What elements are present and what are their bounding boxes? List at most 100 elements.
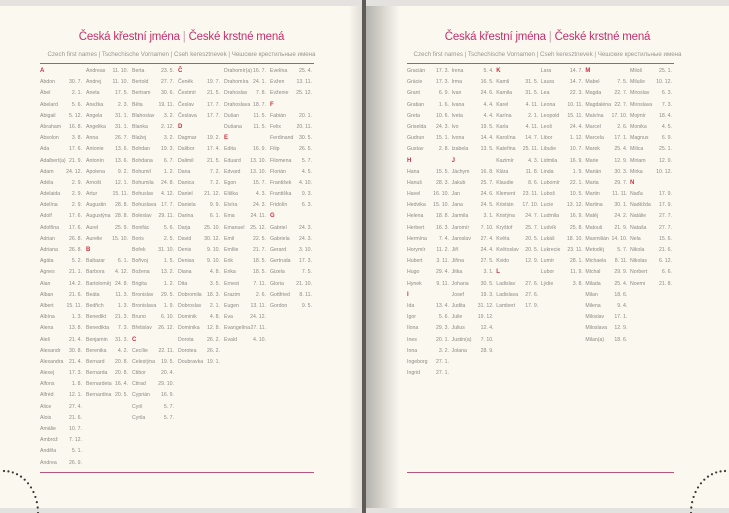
first-name: Boleslav: [132, 213, 152, 220]
first-name: Cyril: [132, 403, 143, 410]
name-day-date: 24. 8.: [115, 280, 128, 287]
first-name: Felix: [270, 123, 281, 130]
name-day-date: 28. 8.: [115, 213, 128, 220]
first-name: Gustav: [407, 146, 424, 153]
name-day-date: 4. 3.: [528, 157, 539, 164]
name-entry: Lumír 28. 1.: [541, 256, 585, 267]
name-day-date: 27. 7.: [659, 224, 672, 231]
first-name: Matěj: [585, 213, 599, 220]
name-day-date: 13. 12.: [566, 202, 583, 209]
name-day-date: 19. 3.: [161, 146, 174, 153]
name-entry: Dagmar 19. 2.: [178, 133, 222, 144]
name-day-date: 12. 9.: [525, 258, 539, 265]
first-name: Jitka: [451, 269, 463, 276]
name-day-date: 7. 10.: [480, 224, 494, 231]
name-day-date: 29. 7.: [614, 179, 628, 186]
name-day-date: 3. 2.: [438, 347, 449, 354]
name-entry: Grácie 17. 3.: [407, 77, 451, 88]
name-entry: Irena 5. 4.: [452, 66, 496, 77]
name-entry: Ludmila 16. 9.: [541, 211, 585, 222]
first-name: Bořivoj: [132, 258, 148, 265]
letter-heading: N: [630, 179, 635, 186]
first-name: Leoš: [540, 123, 553, 130]
name-day-date: 7. 11.: [253, 280, 266, 287]
name-day-date: 16. 8.: [480, 168, 494, 175]
name-entry: Nela 15. 6.: [630, 234, 674, 245]
first-name: Michal: [585, 269, 601, 276]
first-name: Ida: [407, 302, 415, 309]
arc-dot: [2, 469, 6, 473]
name-day-date: 12. 9.: [614, 325, 628, 332]
name-entry: Leona 10. 11.: [541, 100, 585, 111]
first-name: Andrea: [40, 459, 57, 466]
name-day-date: 10. 12.: [656, 79, 672, 86]
name-entry: Jan 24. 6.: [452, 189, 496, 200]
first-name: Josef: [451, 291, 464, 298]
first-name: Lumír: [540, 258, 555, 265]
name-entry: Květoslav 20. 5.: [496, 245, 540, 256]
arc-dot: [11, 471, 14, 474]
first-name: Bohuslav: [132, 191, 154, 198]
first-name: Edvard: [224, 168, 241, 175]
first-name: Jaroslav: [451, 235, 471, 242]
first-name: Alice: [40, 403, 52, 410]
first-name: Bohuslava: [132, 202, 157, 209]
name-day-date: 22. 3.: [569, 90, 583, 97]
first-name: Barbora: [86, 269, 105, 276]
first-name: Igor: [407, 314, 416, 321]
name-entry: Izabela 13. 5.: [452, 144, 496, 155]
name-entry: Baltazar 6. 1.: [86, 256, 130, 267]
first-name: Adam: [40, 168, 54, 175]
name-day-date: 26. 12.: [158, 325, 174, 332]
first-name: Jakub: [451, 179, 466, 186]
letter-heading: C: [132, 336, 137, 343]
name-entry: Egon 15. 7.: [224, 178, 268, 189]
name-entry: Dominik 4. 8.: [178, 312, 222, 323]
name-entry: Miloslava 12. 9.: [585, 323, 629, 334]
name-entry: Laura 14. 7.: [541, 77, 585, 88]
first-name: Darina: [178, 213, 194, 220]
first-name: Alexandr: [40, 347, 61, 354]
name-entry: Lubor 11. 9.: [541, 267, 585, 278]
name-day-date: 5. 6.: [71, 101, 82, 108]
first-name: Horymír: [407, 247, 426, 253]
name-day-date: 4. 10.: [299, 179, 312, 186]
name-entry: Adam 24. 12.: [40, 167, 84, 178]
name-entry: Klaudie 8. 6.: [496, 178, 540, 189]
name-entry: Hana 15. 5.: [407, 167, 451, 178]
name-day-date: 5. 7.: [301, 157, 312, 164]
name-day-date: 6. 3.: [301, 202, 312, 209]
first-name: Milada: [585, 280, 601, 287]
title-slovak: České krstné mená: [188, 31, 285, 43]
name-day-date: 8. 11.: [614, 258, 628, 265]
name-entry: Kryštof 25. 7.: [496, 223, 540, 234]
first-name: Matouš: [585, 224, 603, 231]
first-name: Mojmír: [630, 112, 646, 119]
first-name: Blahoslav: [132, 112, 155, 119]
first-name: Miloš: [630, 68, 643, 74]
name-day-date: 2. 9.: [71, 191, 82, 198]
first-name: Marcela: [585, 135, 604, 142]
first-name: Filomena: [270, 157, 292, 164]
name-day-date: 22. 5.: [253, 235, 266, 242]
name-entry: Helena 18. 8.: [407, 211, 451, 222]
top-rule: [40, 63, 314, 65]
first-name: Baltazar: [86, 258, 106, 265]
name-day-date: 1. 2.: [163, 168, 174, 175]
name-day-date: 27. 1.: [436, 358, 449, 365]
name-day-date: 4. 2.: [117, 347, 128, 354]
name-entry: Eliška 4. 3.: [224, 189, 268, 200]
first-name: Artur: [86, 191, 98, 198]
first-name: Magnus: [630, 135, 649, 142]
first-name: Laura: [540, 79, 555, 86]
name-entry: Benedikt 21. 3.: [86, 312, 130, 323]
name-entry: Jitka 3. 1.: [452, 267, 496, 278]
name-entry: Fridolín 6. 3.: [270, 200, 314, 211]
name-day-date: 1. 3.: [117, 302, 128, 309]
arc-dot: [32, 490, 35, 494]
name-day-date: 21. 6.: [69, 291, 82, 298]
name-day-date: 4. 8.: [209, 269, 220, 276]
name-entry: Cyril 5. 7.: [132, 402, 176, 413]
first-name: Klaudie: [496, 179, 514, 186]
first-name: Johana: [451, 280, 469, 287]
